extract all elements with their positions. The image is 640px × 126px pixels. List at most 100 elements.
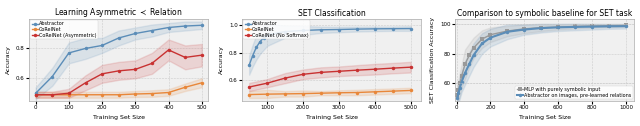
CoRelNet: [82, 94, 90, 96]
Legend: Abstractor, CoRelNet, CoRelNet (Asymmetric): Abstractor, CoRelNet, CoRelNet (Asymmetr…: [31, 20, 98, 39]
CoRelNet (Asymmetric): [181, 57, 189, 58]
Abstractor on images, pre-learned relations: [588, 26, 596, 27]
Abstractor: [389, 28, 397, 29]
MLP with purely symbolic input: [572, 26, 579, 27]
Abstractor: [115, 37, 123, 39]
MLP with purely symbolic input: [456, 82, 464, 84]
CoRelNet: [65, 94, 73, 96]
Abstractor: [82, 48, 90, 49]
MLP with purely symbolic input: [454, 94, 461, 96]
CoRelNet (Asymmetric): [115, 70, 123, 72]
Abstractor on images, pre-learned relations: [520, 29, 528, 30]
MLP with purely symbolic input: [461, 63, 469, 65]
CoRelNet: [335, 92, 342, 93]
CoRelNet (Asymmetric): [32, 94, 40, 96]
CoRelNet: [32, 94, 40, 96]
CoRelNet: [115, 94, 123, 96]
Abstractor on images, pre-learned relations: [454, 97, 461, 99]
Legend: Abstractor, CoRelNet, CoRelNet (No Softmax): Abstractor, CoRelNet, CoRelNet (No Softm…: [243, 20, 310, 39]
Abstractor: [249, 55, 257, 56]
Abstractor on images, pre-learned relations: [470, 54, 477, 56]
Abstractor on images, pre-learned relations: [605, 26, 612, 27]
CoRelNet (Asymmetric): [49, 94, 56, 96]
Abstractor: [131, 33, 139, 34]
CoRelNet (No Softmax): [371, 68, 379, 70]
MLP with purely symbolic input: [470, 47, 477, 49]
Y-axis label: Accuracy: Accuracy: [218, 45, 223, 74]
Abstractor: [245, 64, 253, 66]
Line: CoRelNet: CoRelNet: [248, 89, 412, 96]
CoRelNet (No Softmax): [263, 82, 271, 84]
X-axis label: Training Set Size: Training Set Size: [93, 115, 145, 120]
Abstractor on images, pre-learned relations: [461, 72, 469, 74]
Abstractor on images, pre-learned relations: [486, 37, 494, 38]
CoRelNet: [245, 94, 253, 95]
CoRelNet (Asymmetric): [148, 63, 156, 64]
Abstractor: [65, 52, 73, 54]
CoRelNet: [371, 91, 379, 93]
Abstractor on images, pre-learned relations: [572, 26, 579, 28]
CoRelNet: [148, 93, 156, 94]
Abstractor: [181, 25, 189, 27]
Abstractor: [99, 45, 106, 46]
Legend: MLP with purely symbolic input, Abstractor on images, pre-learned relations: MLP with purely symbolic input, Abstract…: [515, 86, 633, 99]
MLP with purely symbolic input: [605, 25, 612, 26]
Title: Learning Asymmetric $\prec$ Relation: Learning Asymmetric $\prec$ Relation: [54, 6, 183, 19]
CoRelNet: [99, 94, 106, 96]
Abstractor: [353, 28, 360, 30]
CoRelNet (No Softmax): [317, 72, 324, 73]
CoRelNet: [198, 82, 205, 84]
Line: Abstractor: Abstractor: [34, 24, 204, 95]
X-axis label: Training Set Size: Training Set Size: [306, 115, 358, 120]
CoRelNet (No Softmax): [407, 66, 415, 68]
Abstractor on images, pre-learned relations: [622, 25, 630, 27]
CoRelNet (No Softmax): [335, 71, 342, 72]
Abstractor: [198, 25, 205, 26]
Abstractor on images, pre-learned relations: [538, 27, 545, 29]
Abstractor on images, pre-learned relations: [504, 31, 511, 33]
MLP with purely symbolic input: [454, 90, 462, 91]
MLP with purely symbolic input: [538, 27, 545, 28]
Abstractor: [299, 30, 307, 31]
CoRelNet (No Softmax): [299, 74, 307, 75]
CoRelNet: [49, 94, 56, 96]
CoRelNet: [299, 93, 307, 94]
Abstractor on images, pre-learned relations: [458, 81, 465, 82]
Abstractor on images, pre-learned relations: [465, 63, 473, 65]
Abstractor on images, pre-learned relations: [454, 93, 462, 94]
CoRelNet (No Softmax): [245, 86, 253, 88]
Abstractor: [317, 29, 324, 30]
Abstractor: [32, 92, 40, 94]
CoRelNet: [281, 93, 289, 95]
CoRelNet: [263, 93, 271, 95]
Line: MLP with purely symbolic input: MLP with purely symbolic input: [456, 24, 628, 97]
Abstractor: [148, 30, 156, 31]
MLP with purely symbolic input: [478, 38, 486, 40]
MLP with purely symbolic input: [465, 54, 473, 56]
Abstractor on images, pre-learned relations: [456, 87, 464, 88]
Abstractor on images, pre-learned relations: [478, 43, 486, 44]
Line: CoRelNet (No Softmax): CoRelNet (No Softmax): [248, 65, 412, 89]
MLP with purely symbolic input: [622, 25, 630, 26]
CoRelNet (No Softmax): [389, 67, 397, 69]
CoRelNet: [317, 92, 324, 94]
CoRelNet (No Softmax): [353, 69, 360, 71]
CoRelNet: [181, 87, 189, 88]
Abstractor: [260, 37, 268, 38]
Abstractor: [407, 28, 415, 29]
CoRelNet: [131, 93, 139, 95]
CoRelNet (Asymmetric): [82, 82, 90, 84]
Line: CoRelNet: CoRelNet: [34, 81, 204, 97]
Abstractor: [256, 41, 264, 43]
Abstractor: [335, 29, 342, 30]
Abstractor: [263, 34, 271, 36]
CoRelNet (Asymmetric): [164, 49, 172, 51]
Abstractor: [164, 27, 172, 28]
Abstractor: [49, 76, 56, 77]
MLP with purely symbolic input: [520, 28, 528, 30]
MLP with purely symbolic input: [504, 30, 511, 32]
CoRelNet: [389, 90, 397, 92]
Title: SET Classification: SET Classification: [298, 9, 365, 18]
Abstractor: [281, 31, 289, 32]
MLP with purely symbolic input: [554, 26, 562, 28]
